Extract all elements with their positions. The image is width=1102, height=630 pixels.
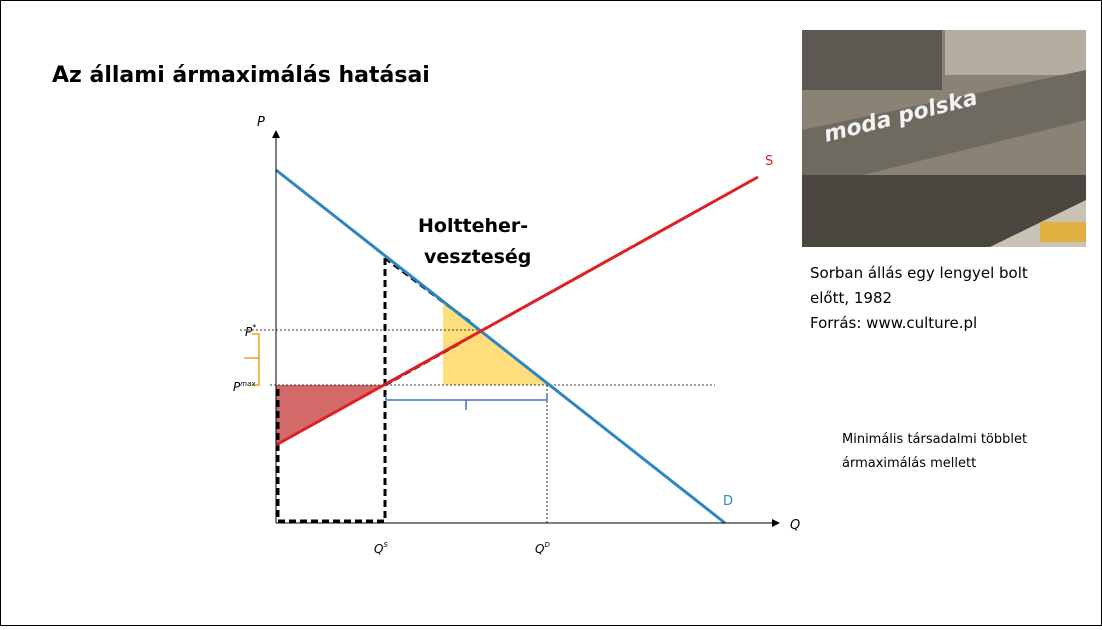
deadweight-label: Holtteher- [418,215,528,237]
axis-label: Q [790,518,800,533]
deadweight-label: veszteség [424,246,531,268]
photo-caption: Sorban állás egy lengyel bolt [810,264,1028,282]
photo: moda polska [802,30,1086,247]
slide: Az állami ármaximálás hatásai P Q S D Ho… [0,0,1102,626]
photo-caption: előtt, 1982 [810,289,892,307]
axis-label: P [257,115,265,130]
note: ármaximálás mellett [842,456,976,471]
photo-caption: Forrás: www.culture.pl [810,314,977,332]
curve-label: S [765,154,773,169]
slide-title: Az állami ármaximálás hatásai [52,63,430,88]
curve-label: D [723,494,733,509]
note: Minimális társadalmi többlet [842,432,1027,447]
